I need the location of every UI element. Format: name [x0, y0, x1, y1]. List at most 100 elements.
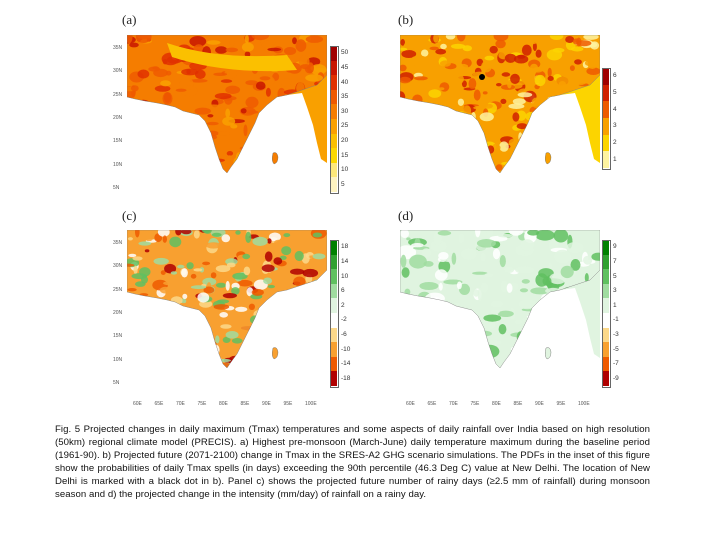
lat-tick-label: 25N — [113, 286, 123, 293]
colorbar-tick-label: 35 — [341, 93, 349, 101]
map-value-patch — [192, 336, 208, 346]
map-value-patch — [135, 35, 152, 43]
map-value-patch — [408, 350, 425, 355]
map-value-patch — [264, 251, 273, 262]
map-value-patch — [555, 298, 561, 310]
map-value-patch — [510, 73, 520, 84]
map-value-patch — [567, 363, 575, 368]
map-value-patch — [145, 303, 157, 314]
lat-tick-label: 15N — [113, 333, 123, 340]
map-value-patch — [317, 175, 323, 181]
map-value-patch — [433, 35, 439, 43]
map-value-patch — [492, 87, 503, 94]
map-value-patch — [302, 167, 308, 173]
map-value-patch — [305, 35, 324, 43]
map-value-patch — [535, 273, 548, 287]
map-value-patch — [559, 118, 573, 125]
map-value-patch — [243, 124, 248, 137]
map-value-patch — [265, 319, 278, 326]
lon-tick-label: 65E — [154, 401, 164, 407]
map-value-patch — [288, 162, 296, 170]
map-value-patch — [522, 142, 539, 151]
map-value-patch — [401, 149, 411, 155]
map-value-patch — [190, 333, 200, 340]
map-value-patch — [267, 173, 271, 185]
colorbar-segment — [330, 283, 337, 299]
map-value-patch — [543, 305, 559, 313]
map-value-patch — [278, 342, 283, 353]
map-value-patch — [465, 377, 477, 383]
map-value-patch — [144, 308, 153, 313]
map-value-patch — [527, 230, 540, 236]
map-value-patch — [563, 143, 575, 150]
map-value-patch — [141, 275, 148, 284]
map-value-patch — [426, 167, 435, 173]
map-value-patch — [508, 103, 525, 109]
map-value-patch — [186, 69, 191, 75]
lat-tick-label: 35N — [113, 240, 123, 246]
map-value-patch — [186, 296, 196, 306]
map-value-patch — [218, 131, 231, 136]
map-value-patch — [447, 369, 461, 378]
map-value-patch — [127, 343, 138, 354]
map-value-patch — [235, 230, 241, 235]
map-value-patch — [203, 286, 215, 294]
map-value-patch — [571, 75, 588, 86]
map-value-patch — [162, 235, 167, 243]
map-value-patch — [133, 373, 140, 383]
colorbar-segment — [602, 151, 609, 169]
map-value-patch — [421, 248, 432, 258]
map-value-patch — [285, 167, 296, 173]
map-value-patch — [281, 246, 292, 256]
map-value-patch — [531, 97, 542, 109]
colorbar-tick-label: -3 — [613, 330, 619, 338]
map-value-patch — [517, 35, 533, 42]
map-value-patch — [127, 352, 135, 361]
map-value-patch — [523, 334, 528, 343]
map-value-patch — [271, 102, 281, 111]
map-value-patch — [258, 175, 270, 186]
map-value-patch — [255, 141, 272, 145]
map-value-patch — [437, 230, 452, 236]
map-value-patch — [175, 324, 189, 331]
colorbar-segment — [330, 356, 337, 372]
map-value-patch — [242, 176, 250, 185]
map-value-patch — [171, 334, 184, 345]
map-value-patch — [477, 317, 484, 330]
map-value-patch — [415, 340, 427, 346]
map-value-patch — [219, 312, 228, 318]
map-value-patch — [577, 338, 586, 350]
map-value-patch — [409, 254, 427, 269]
map-value-patch — [194, 129, 207, 136]
map-value-patch — [501, 161, 514, 166]
map-value-patch — [229, 38, 235, 47]
map-value-patch — [512, 112, 520, 122]
colorbar-segment — [330, 162, 337, 178]
map-value-patch — [521, 44, 532, 56]
map-value-patch — [185, 335, 191, 347]
map-value-patch — [441, 336, 454, 345]
map-value-patch — [268, 176, 285, 180]
map-value-patch — [412, 64, 420, 72]
map-value-patch — [404, 363, 420, 368]
map-value-patch — [294, 250, 304, 262]
map-value-patch — [501, 72, 511, 77]
colorbar-tick-label: -1 — [613, 316, 619, 324]
map-value-patch — [159, 286, 171, 294]
colorbar-segment — [602, 269, 609, 285]
map-value-patch — [184, 176, 195, 186]
map-value-patch — [240, 108, 247, 114]
map-value-patch — [551, 108, 564, 118]
map-value-patch — [313, 158, 323, 169]
colorbar-tick-label: -6 — [341, 330, 347, 338]
map-value-patch — [424, 182, 431, 188]
colorbar-tick-label: -5 — [613, 345, 619, 353]
colorbar-tick-label: 10 — [341, 166, 349, 174]
colorbar-segment — [330, 254, 337, 270]
map-value-patch — [263, 277, 273, 285]
colorbar-segment — [330, 240, 337, 256]
map-value-patch — [314, 360, 325, 364]
map-value-patch — [193, 230, 200, 239]
map-value-patch — [230, 124, 238, 129]
map-value-patch — [493, 35, 509, 42]
